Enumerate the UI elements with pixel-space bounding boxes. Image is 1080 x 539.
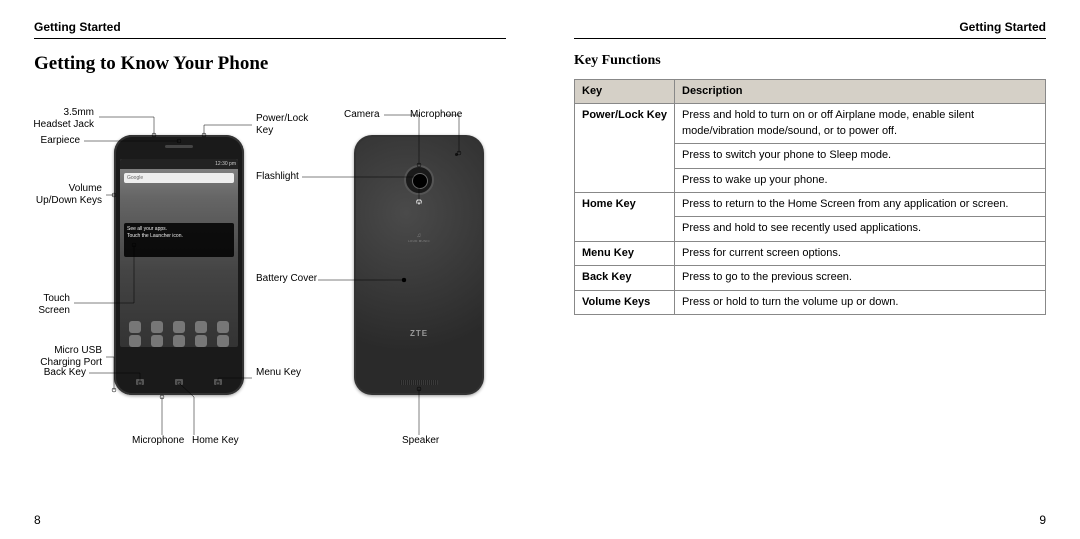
speaker-grill [400, 380, 438, 385]
label-usb: Micro USBCharging Port [40, 345, 102, 369]
back-microphone [455, 153, 458, 156]
page-header-right: Getting Started [574, 20, 1046, 39]
page-num-right: 9 [1039, 513, 1046, 527]
label-speaker: Speaker [402, 435, 439, 447]
label-microphone: Microphone [132, 435, 184, 447]
app-row-1 [124, 321, 234, 333]
subsection-title: Key Functions [574, 53, 1046, 69]
page-right: Getting Started Key Functions Key Descri… [540, 0, 1080, 539]
th-key: Key [575, 80, 675, 104]
label-headset-jack: 3.5mmHeadset Jack [33, 107, 94, 131]
phone-back: ♫ LOUD MUSIC ZTE [354, 135, 484, 395]
loud-label: ♫ LOUD MUSIC [354, 233, 484, 243]
label-mic-back: Microphone [410, 109, 462, 121]
label-battery: Battery Cover [256, 273, 317, 285]
page-left: Getting Started Getting to Know Your Pho… [0, 0, 540, 539]
table-row: Home Key Press to return to the Home Scr… [575, 192, 1046, 216]
table-row: Menu Key Press for current screen option… [575, 241, 1046, 265]
key-functions-table: Key Description Power/Lock Key Press and… [574, 79, 1046, 315]
label-menu-key: Menu Key [256, 367, 301, 379]
widget-line2: Touch the Launcher icon. [127, 233, 231, 240]
th-desc: Description [675, 80, 1046, 104]
zte-logo: ZTE [354, 329, 484, 339]
table-row: Volume Keys Press or hold to turn the vo… [575, 290, 1046, 314]
label-home-key: Home Key [192, 435, 239, 447]
label-camera: Camera [344, 109, 380, 121]
label-power: Power/LockKey [256, 113, 308, 137]
table-body: Power/Lock Key Press and hold to turn on… [575, 104, 1046, 315]
hint-widget: See all your apps. Touch the Launcher ic… [124, 223, 234, 257]
back-key-dot [136, 379, 144, 385]
phone-diagram: 12:30 pm Google See all your apps. Touch… [34, 95, 506, 495]
flash-led [416, 199, 422, 205]
phone-front: 12:30 pm Google See all your apps. Touch… [114, 135, 244, 395]
table-row: Power/Lock Key Press and hold to turn on… [575, 104, 1046, 144]
earpiece [165, 145, 193, 148]
table-row: Back Key Press to go to the previous scr… [575, 266, 1046, 290]
label-touch: TouchScreen [38, 293, 70, 317]
label-flashlight: Flashlight [256, 171, 299, 183]
touchscreen: 12:30 pm Google See all your apps. Touch… [120, 159, 238, 347]
home-key-dot [175, 379, 183, 385]
label-earpiece: Earpiece [41, 135, 80, 147]
page-header-left: Getting Started [34, 20, 506, 39]
label-back-key: Back Key [44, 367, 86, 379]
page-title: Getting to Know Your Phone [34, 53, 506, 75]
label-volume: VolumeUp/Down Keys [36, 183, 102, 207]
app-row-2 [124, 335, 234, 347]
camera-lens [404, 165, 434, 195]
status-bar: 12:30 pm [120, 159, 238, 169]
menu-key-dot [214, 379, 222, 385]
page-num-left: 8 [34, 513, 41, 527]
search-box: Google [124, 173, 234, 183]
